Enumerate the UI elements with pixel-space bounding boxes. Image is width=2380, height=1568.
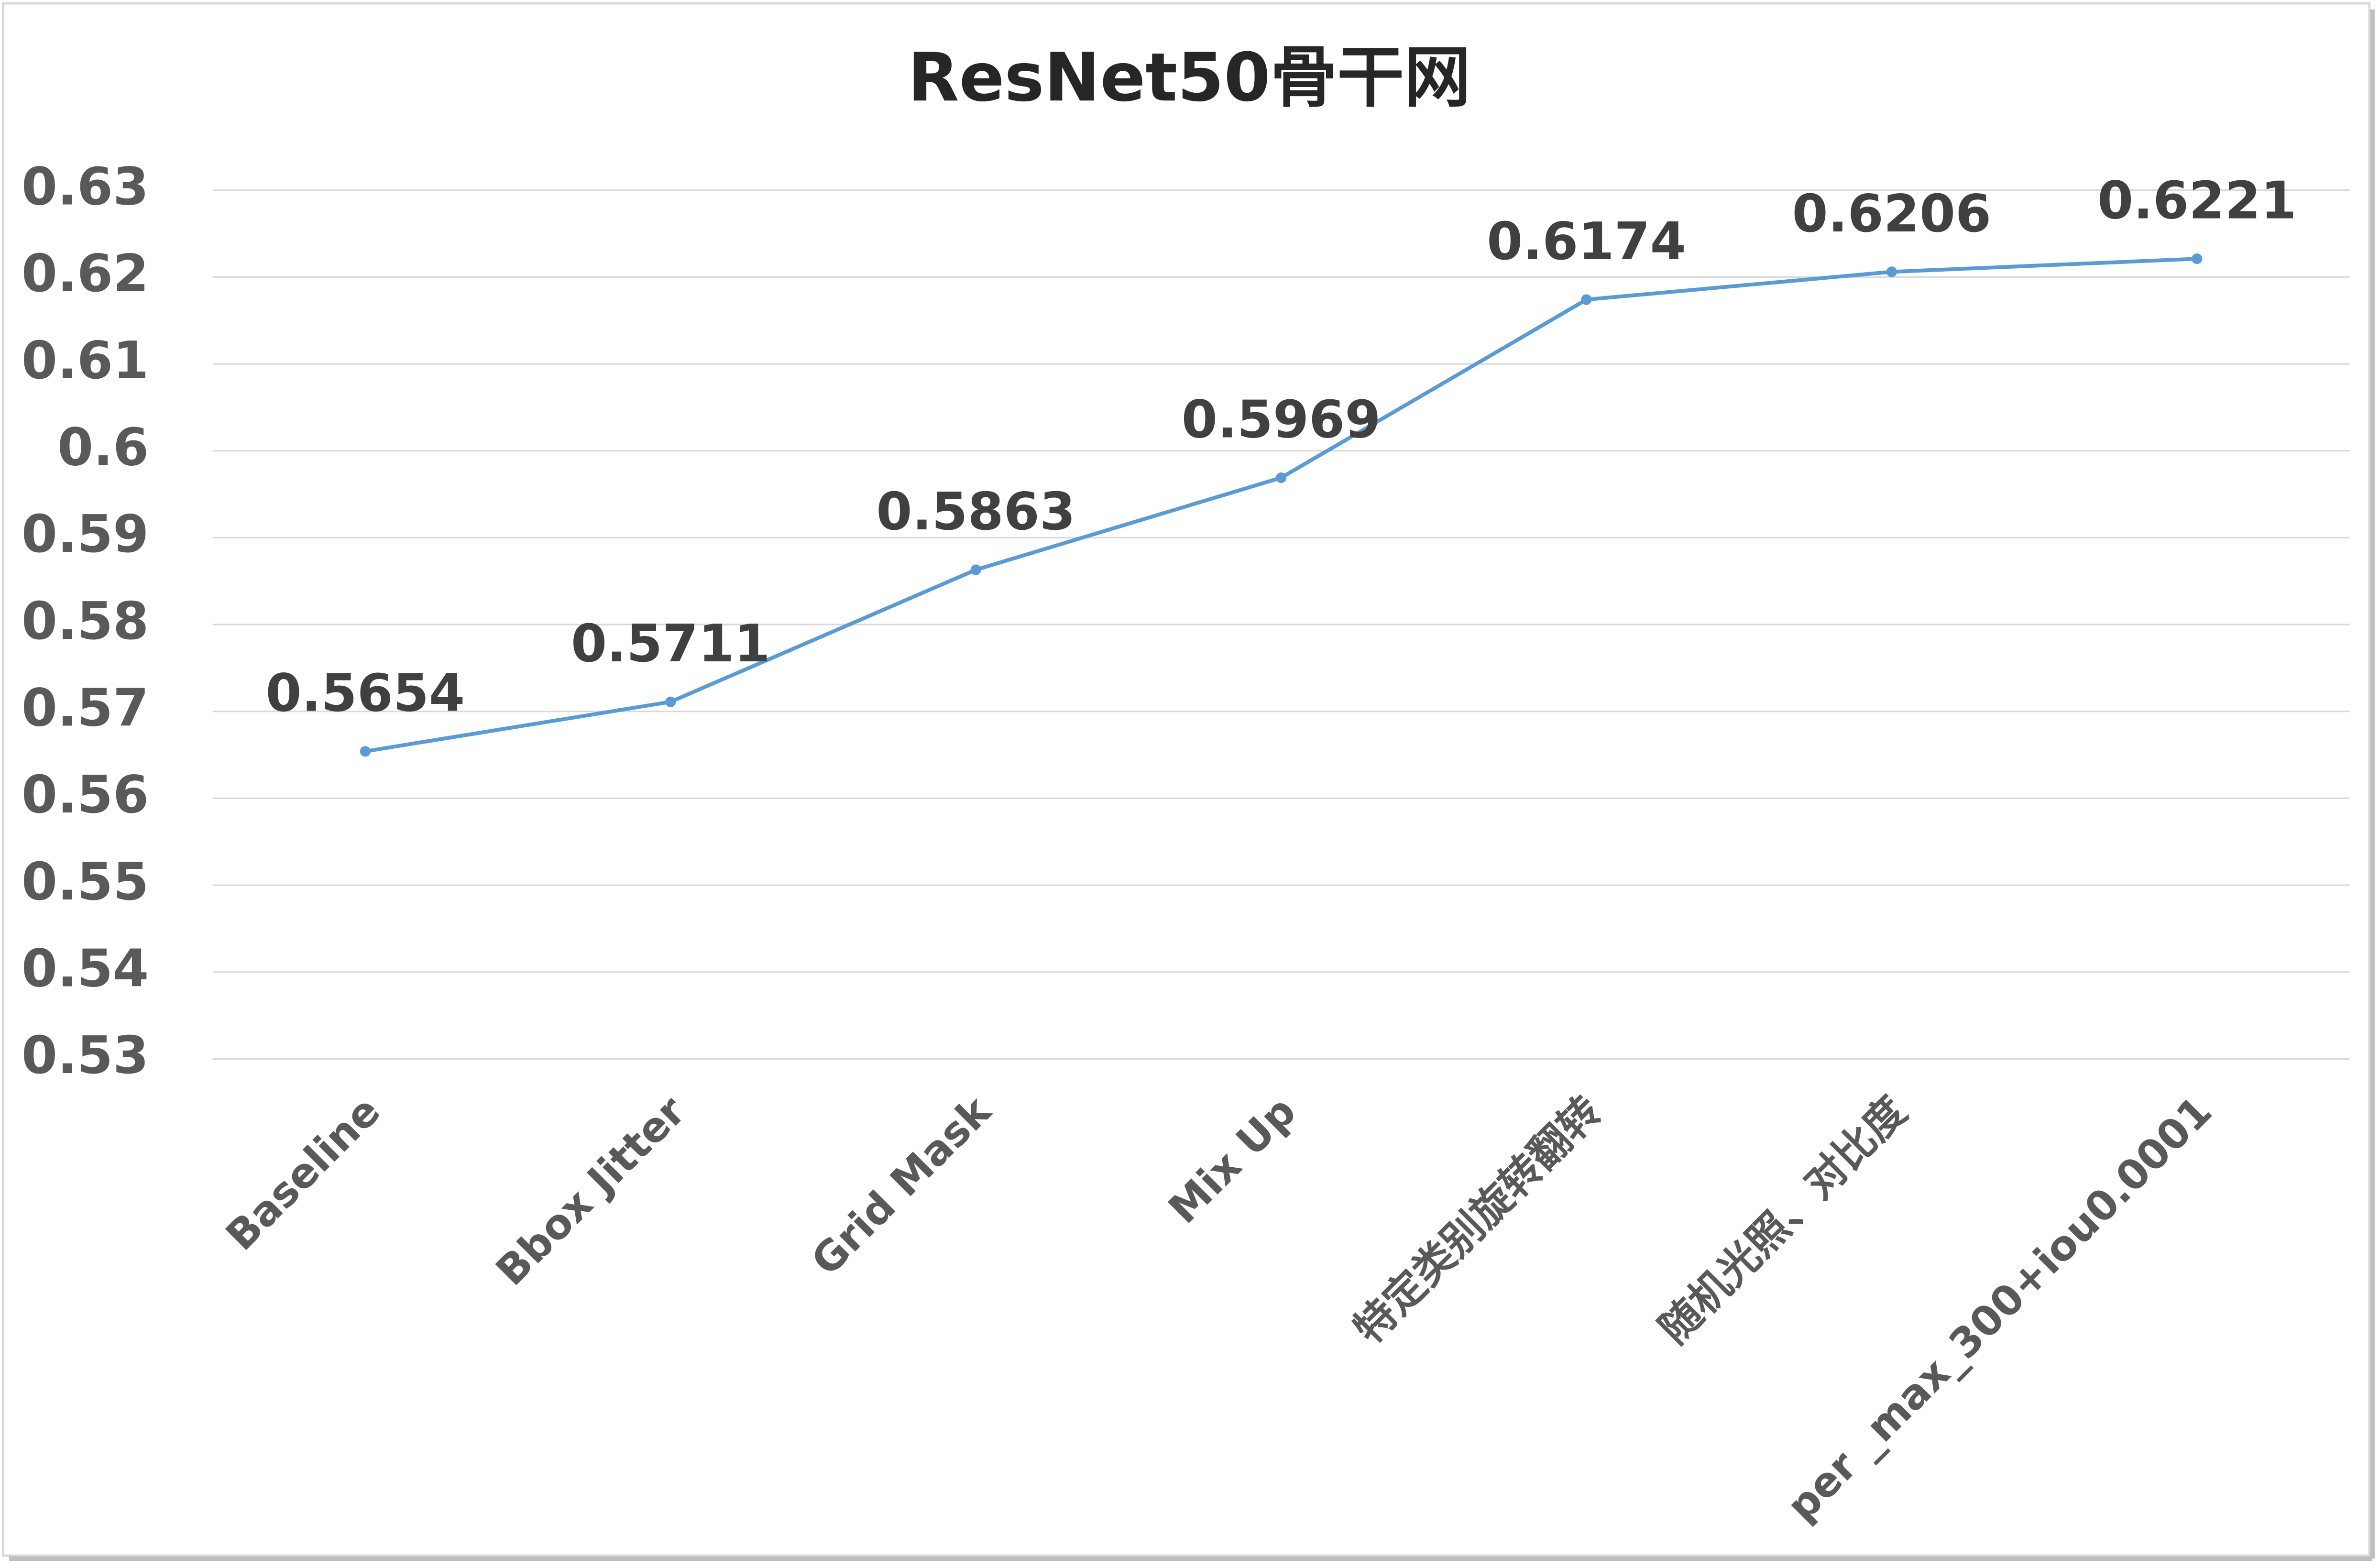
y-tick-label: 0.57: [22, 678, 149, 738]
data-label: 0.5654: [266, 664, 465, 724]
y-tick-label: 0.56: [22, 765, 149, 825]
y-tick-label: 0.55: [22, 852, 149, 912]
data-point: [2192, 253, 2203, 264]
data-label: 0.6221: [2097, 171, 2297, 231]
data-label: 0.6206: [1792, 184, 1992, 244]
y-tick-label: 0.63: [22, 157, 149, 217]
data-label: 0.6174: [1487, 212, 1686, 272]
data-label: 0.5711: [571, 614, 770, 674]
chart-title: ResNet50骨干网: [908, 38, 1471, 116]
data-label: 0.5969: [1182, 390, 1381, 450]
data-point: [970, 564, 981, 575]
data-point: [1275, 472, 1287, 483]
y-tick-label: 0.54: [22, 939, 149, 998]
y-tick-label: 0.6: [57, 417, 149, 477]
y-tick-label: 0.53: [22, 1026, 149, 1086]
y-tick-label: 0.58: [22, 592, 149, 651]
data-label: 0.5863: [876, 482, 1075, 542]
y-tick-label: 0.61: [22, 331, 149, 391]
data-point: [665, 696, 676, 707]
y-tick-label: 0.62: [22, 244, 149, 304]
data-point: [1581, 294, 1592, 305]
data-point: [360, 746, 371, 757]
data-point: [1886, 266, 1897, 277]
y-tick-label: 0.59: [22, 504, 149, 564]
